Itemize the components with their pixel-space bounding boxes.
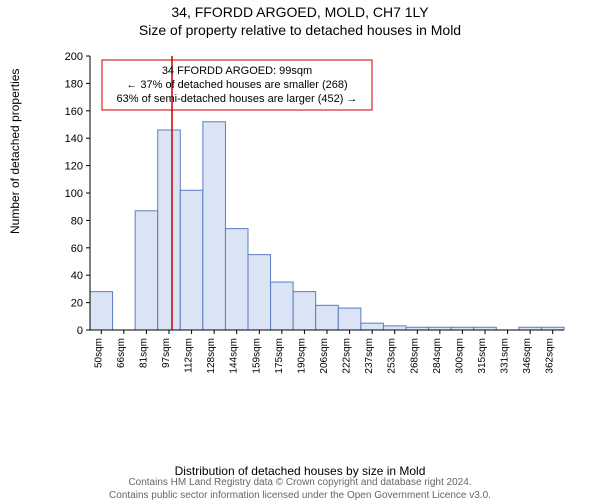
x-tick-label: 190sqm — [296, 338, 307, 374]
y-tick-label: 180 — [65, 78, 83, 90]
x-tick-label: 362sqm — [545, 338, 556, 374]
histogram-bar — [293, 292, 316, 330]
x-tick-label: 253sqm — [387, 338, 398, 374]
x-tick-label: 159sqm — [251, 338, 262, 374]
x-axis-label: Distribution of detached houses by size … — [0, 464, 600, 478]
y-axis-label: Number of detached properties — [8, 69, 22, 234]
histogram-bar — [180, 190, 203, 330]
histogram-bar — [248, 255, 271, 330]
x-tick-label: 144sqm — [229, 338, 240, 374]
y-tick-label: 80 — [71, 215, 83, 227]
x-tick-label: 237sqm — [364, 338, 375, 374]
y-tick-label: 100 — [65, 188, 83, 200]
annotation-line: 63% of semi-detached houses are larger (… — [117, 93, 358, 105]
histogram-bar — [338, 308, 361, 330]
histogram-bar — [135, 211, 158, 330]
histogram-bar — [203, 122, 226, 330]
x-tick-label: 284sqm — [432, 338, 443, 374]
y-tick-label: 140 — [65, 133, 83, 145]
histogram-bar — [90, 292, 113, 330]
annotation-line: ← 37% of detached houses are smaller (26… — [126, 79, 347, 91]
attribution-line: Contains HM Land Registry data © Crown c… — [0, 477, 600, 490]
x-tick-label: 128sqm — [206, 338, 217, 374]
x-tick-label: 346sqm — [522, 338, 533, 374]
chart-svg: 0 20 40 60 80 100 120 140 160 180 200 50sqm 66sqm 81s… — [60, 50, 570, 430]
attribution-line: Contains public sector information licen… — [0, 490, 600, 503]
x-tick-label: 66sqm — [116, 338, 127, 368]
x-tick-label: 97sqm — [161, 338, 172, 368]
annotation-line: 34 FFORDD ARGOED: 99sqm — [162, 65, 312, 77]
x-tick-label: 268sqm — [409, 338, 420, 374]
x-tick-label: 331sqm — [500, 338, 511, 374]
y-tick-label: 120 — [65, 161, 83, 173]
y-tick-label: 0 — [77, 325, 83, 337]
x-tick-label: 300sqm — [454, 338, 465, 374]
x-tick-label: 81sqm — [138, 338, 149, 368]
histogram-bar — [361, 323, 384, 330]
x-tick-label: 222sqm — [342, 338, 353, 374]
x-tick-label: 206sqm — [319, 338, 330, 374]
page-subtitle: Size of property relative to detached ho… — [0, 22, 600, 38]
y-tick-label: 40 — [71, 270, 83, 282]
y-tick-label: 160 — [65, 106, 83, 118]
x-tick-label: 112sqm — [184, 338, 195, 373]
y-tick-label: 60 — [71, 243, 83, 255]
y-tick-label: 200 — [65, 51, 83, 63]
y-tick-label: 20 — [71, 298, 83, 310]
histogram-bar — [316, 305, 339, 330]
histogram-bar — [271, 282, 294, 330]
page-title: 34, FFORDD ARGOED, MOLD, CH7 1LY — [0, 4, 600, 20]
x-tick-label: 315sqm — [477, 338, 488, 374]
histogram-bar — [383, 326, 406, 330]
histogram-bar — [225, 229, 248, 330]
attribution-text: Contains HM Land Registry data © Crown c… — [0, 477, 600, 502]
x-tick-label: 175sqm — [274, 338, 285, 374]
x-tick-label: 50sqm — [93, 338, 104, 368]
histogram-chart: 0 20 40 60 80 100 120 140 160 180 200 50sqm 66sqm 81s… — [60, 50, 570, 430]
histogram-bar — [158, 130, 181, 330]
